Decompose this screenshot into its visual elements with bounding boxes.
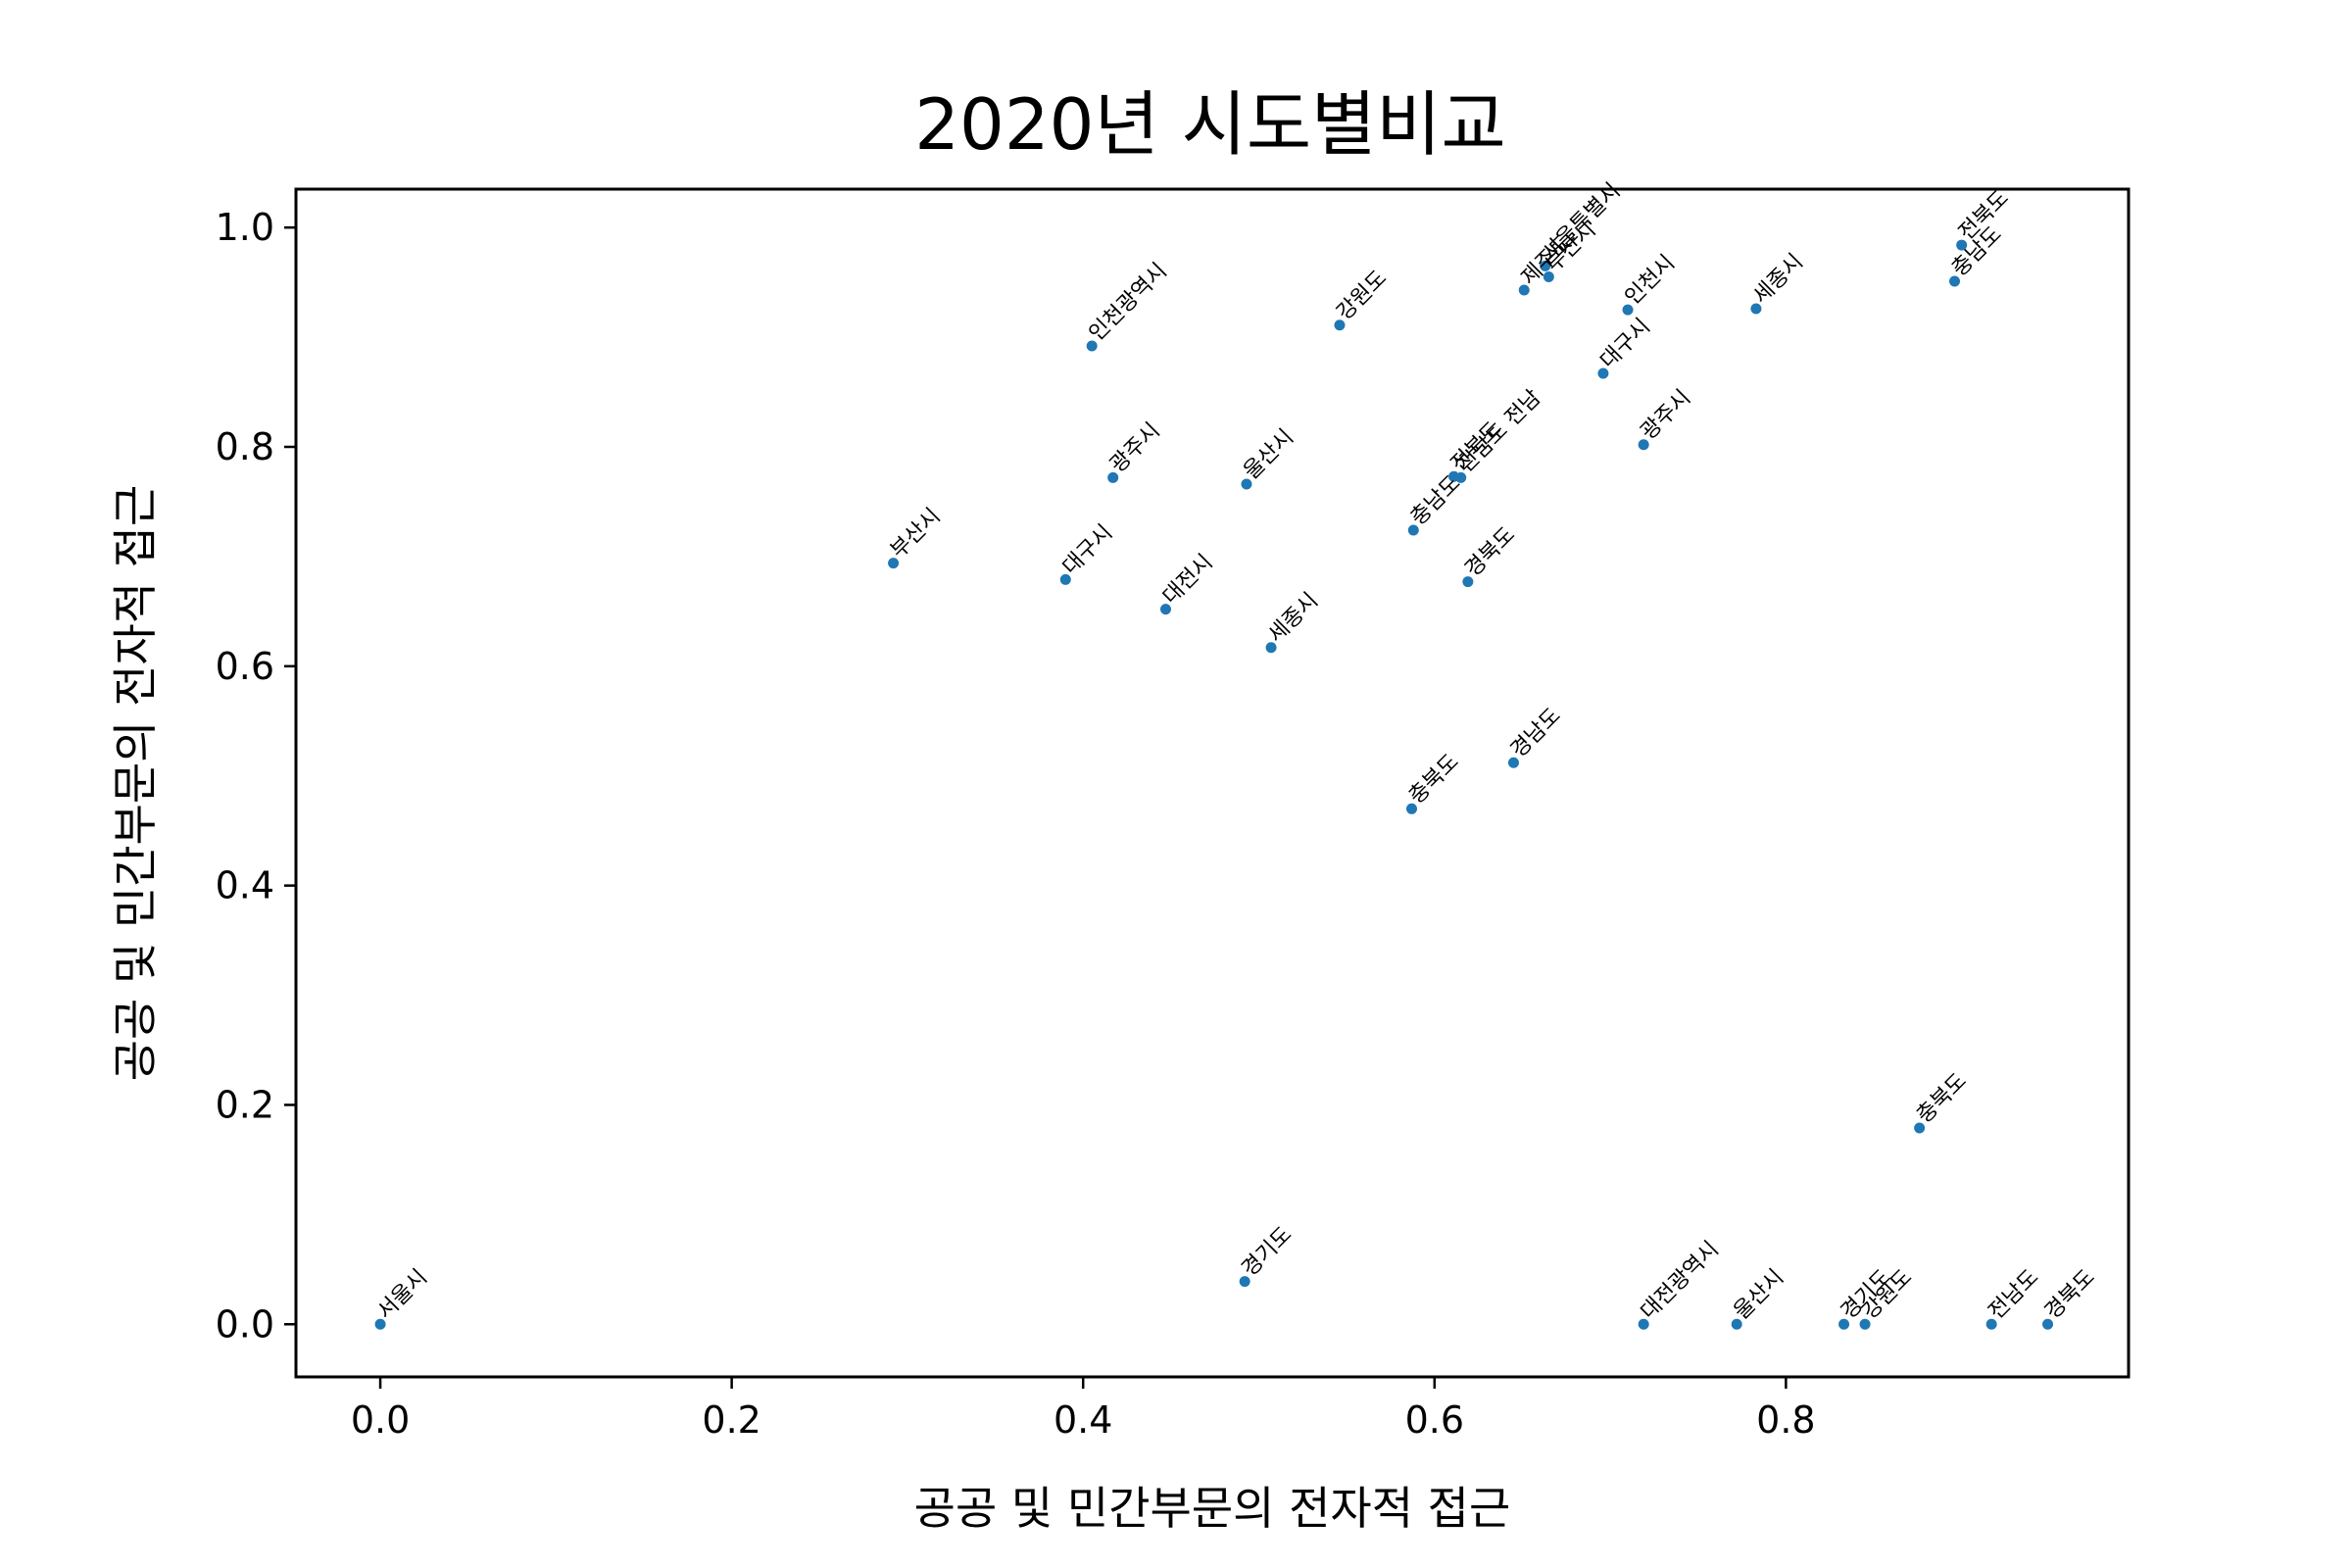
data-point <box>1107 471 1119 483</box>
y-tick-label: 0.8 <box>216 425 274 468</box>
data-point <box>1159 604 1171 615</box>
points-layer <box>374 239 2054 1330</box>
data-point <box>1543 271 1554 283</box>
data-point <box>1334 319 1346 331</box>
data-point <box>374 1318 386 1330</box>
y-tick-label: 0.6 <box>216 645 274 688</box>
y-tick-label: 0.4 <box>216 864 274 907</box>
data-point <box>1638 439 1649 451</box>
data-point <box>1638 1318 1649 1330</box>
y-axis-ticks: 0.0 0.2 0.4 0.6 0.8 1.0 <box>216 206 296 1346</box>
data-point <box>1750 303 1762 315</box>
data-point <box>1239 1276 1250 1288</box>
x-axis-ticks: 0.0 0.2 0.4 0.6 0.8 <box>351 1377 1816 1442</box>
data-point <box>1241 478 1252 490</box>
data-point <box>1731 1318 1742 1330</box>
data-point <box>1914 1122 1926 1134</box>
data-point <box>1622 304 1634 316</box>
data-point <box>1265 642 1277 654</box>
x-axis-label: 공공 및 민간부문의 전자적 접근 <box>914 1482 1511 1535</box>
data-point <box>1405 803 1417 814</box>
data-point <box>1407 524 1419 536</box>
chart-title: 2020년 시도별비교 <box>914 83 1506 166</box>
data-point <box>1838 1318 1850 1330</box>
data-point <box>1507 757 1519 768</box>
data-point <box>1455 471 1467 483</box>
x-tick-label: 0.6 <box>1405 1398 1464 1442</box>
plot-frame <box>294 187 2131 1379</box>
x-tick-label: 0.8 <box>1756 1398 1815 1442</box>
data-point <box>1462 576 1474 588</box>
y-tick-label: 0.2 <box>216 1083 274 1126</box>
x-tick-label: 0.2 <box>702 1398 760 1442</box>
data-point <box>1949 275 1961 287</box>
x-tick-label: 0.4 <box>1054 1398 1112 1442</box>
data-point <box>1956 239 1968 251</box>
data-point <box>1859 1318 1871 1330</box>
data-point <box>888 558 900 569</box>
data-point <box>1086 340 1098 352</box>
data-point <box>2042 1318 2054 1330</box>
data-point <box>1985 1318 1997 1330</box>
data-point <box>1059 573 1071 585</box>
y-tick-label: 1.0 <box>216 206 274 249</box>
y-axis-label: 공공 및 민간부문의 전자적 접근 <box>109 485 162 1082</box>
data-point <box>1540 260 1551 271</box>
x-tick-label: 0.0 <box>351 1398 410 1442</box>
y-tick-label: 0.0 <box>216 1302 274 1346</box>
data-point <box>1597 368 1609 379</box>
data-point <box>1518 284 1530 296</box>
